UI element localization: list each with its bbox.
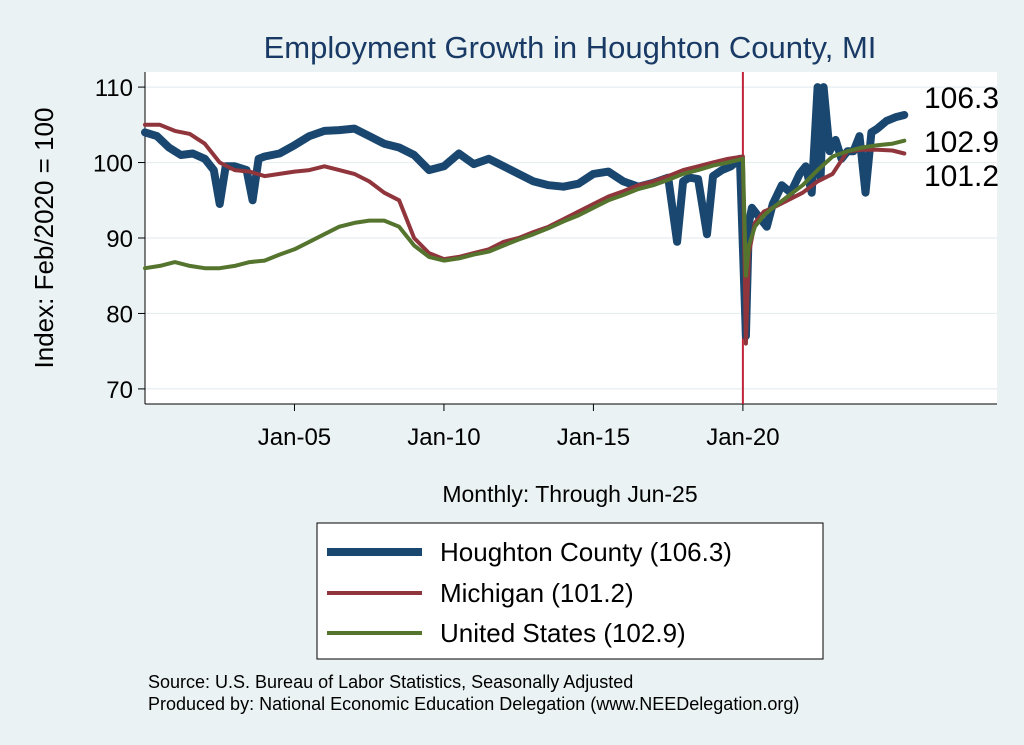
x-tick-label-Jan-20: Jan-20: [706, 424, 779, 451]
series-lines: [141, 83, 909, 346]
chart-title: Employment Growth in Houghton County, MI: [264, 30, 877, 65]
legend-label-houghton: Houghton County (106.3): [440, 537, 732, 567]
produced-by-note: Produced by: National Economic Education…: [148, 694, 799, 714]
y-tick-label-90: 90: [106, 226, 133, 253]
gridlines: [145, 86, 997, 390]
end-label-us: 102.9: [924, 126, 999, 159]
legend-label-michigan: Michigan (101.2): [440, 578, 634, 608]
legend: Houghton County (106.3) Michigan (101.2)…: [316, 522, 824, 660]
y-axis-title: Index: Feb/2020 = 100: [29, 108, 59, 369]
y-tick-label-110: 110: [95, 75, 133, 102]
source-note: Source: U.S. Bureau of Labor Statistics,…: [148, 672, 633, 692]
y-axis-ticks: 70 80 90 100 110: [93, 75, 145, 404]
x-tick-label-Jan-10: Jan-10: [407, 424, 480, 451]
x-axis-title: Monthly: Through Jun-25: [442, 481, 697, 507]
series-line-houghton-county: [141, 83, 909, 341]
end-label-michigan: 101.2: [924, 160, 999, 193]
y-tick-label-100: 100: [93, 151, 133, 178]
x-tick-label-Jan-05: Jan-05: [258, 424, 331, 451]
end-label-houghton: 106.3: [924, 82, 999, 115]
legend-label-us: United States (102.9): [440, 618, 686, 648]
y-tick-label-80: 80: [106, 301, 133, 328]
x-tick-label-Jan-15: Jan-15: [557, 424, 630, 451]
y-tick-label-70: 70: [106, 377, 133, 404]
x-axis-ticks: Jan-05 Jan-10 Jan-15 Jan-20: [258, 404, 780, 451]
series-line-united-states: [143, 138, 907, 278]
